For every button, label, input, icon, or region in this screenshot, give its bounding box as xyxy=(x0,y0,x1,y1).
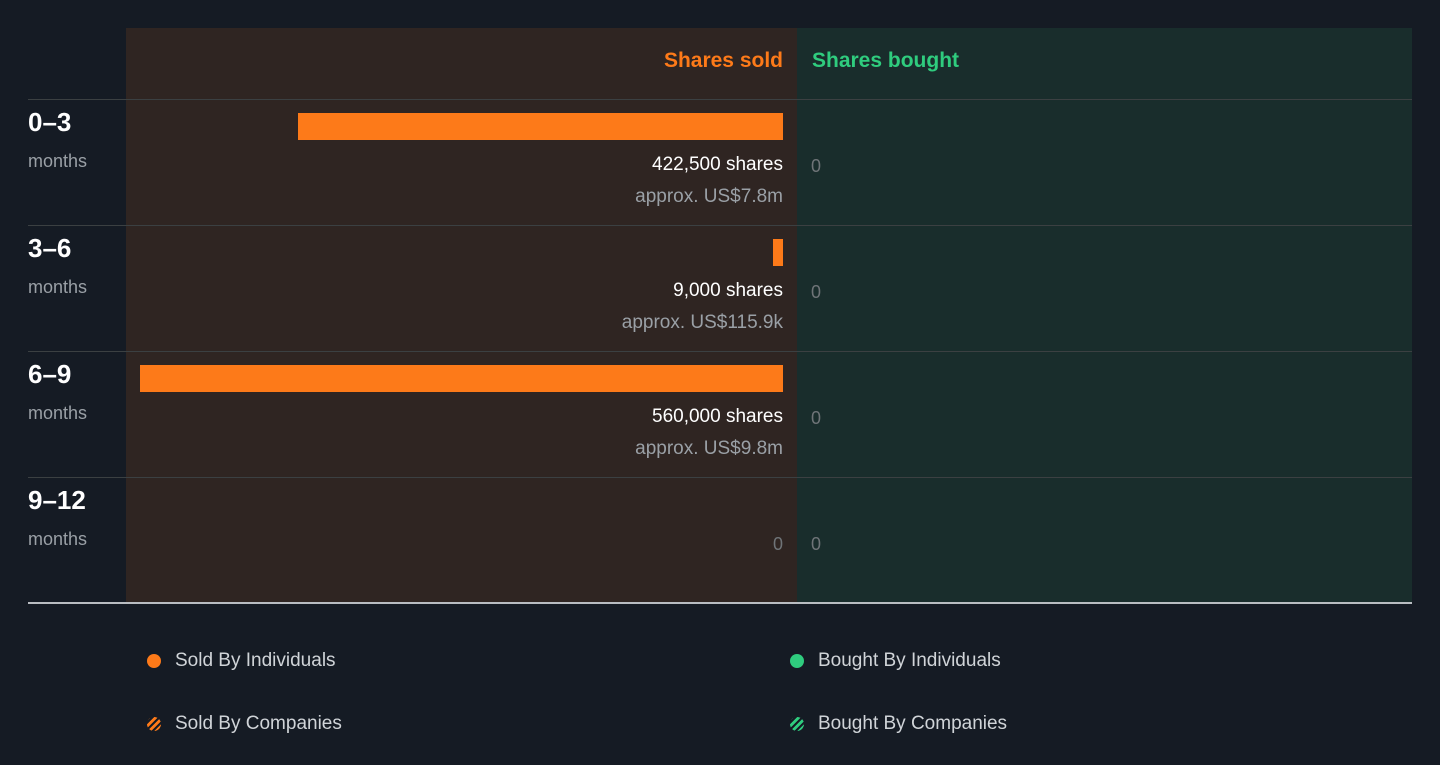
sold-bar xyxy=(773,239,783,266)
period-unit-label: months xyxy=(28,403,88,423)
legend-item[interactable]: Bought By Individuals xyxy=(790,650,1001,672)
row-divider xyxy=(28,351,1412,352)
period-range-label: 0–3 xyxy=(28,107,72,137)
sold-shares-label: 9,000 shares xyxy=(673,280,783,301)
legend-dot-icon xyxy=(790,654,804,668)
legend-hatched-dot-icon xyxy=(790,717,804,731)
chart-baseline xyxy=(28,602,1412,604)
legend-hatched-dot-icon xyxy=(147,717,161,731)
legend-item[interactable]: Bought By Companies xyxy=(790,713,1007,735)
row-divider xyxy=(28,477,1412,478)
period-range-label: 9–12 xyxy=(28,485,86,515)
row-divider xyxy=(28,225,1412,226)
legend-label: Bought By Companies xyxy=(818,713,1008,734)
period-unit-label: months xyxy=(28,277,88,297)
legend-label: Sold By Companies xyxy=(175,713,342,734)
period-unit-label: months xyxy=(28,529,88,549)
sold-bar xyxy=(140,365,783,392)
shares-bought-panel xyxy=(797,28,1412,602)
period-range-label: 3–6 xyxy=(28,233,72,263)
shares-sold-header: Shares sold xyxy=(663,49,783,72)
bought-zero-label: 0 xyxy=(811,282,822,302)
sold-shares-label: 560,000 shares xyxy=(652,406,783,427)
sold-shares-label: 422,500 shares xyxy=(652,154,783,175)
bought-zero-label: 0 xyxy=(811,156,822,176)
sold-bar xyxy=(298,113,783,140)
period-unit-label: months xyxy=(28,151,88,171)
bought-zero-label: 0 xyxy=(811,534,822,554)
sold-value-label: approx. US$9.8m xyxy=(635,438,783,459)
bought-zero-label: 0 xyxy=(811,408,822,428)
sold-zero-label: 0 xyxy=(772,534,783,554)
row-divider xyxy=(28,99,1412,100)
legend-label: Sold By Individuals xyxy=(175,650,336,671)
insider-trading-chart: Shares sold Shares bought 0–3 months 422,5… xyxy=(28,28,1412,604)
legend-item[interactable]: Sold By Individuals xyxy=(147,650,336,672)
legend-item[interactable]: Sold By Companies xyxy=(147,713,342,735)
legend-label: Bought By Individuals xyxy=(818,650,1001,671)
sold-value-label: approx. US$7.8m xyxy=(635,186,783,207)
shares-bought-header: Shares bought xyxy=(812,49,960,72)
legend-dot-icon xyxy=(147,654,161,668)
sold-value-label: approx. US$115.9k xyxy=(621,312,783,333)
period-range-label: 6–9 xyxy=(28,359,72,389)
